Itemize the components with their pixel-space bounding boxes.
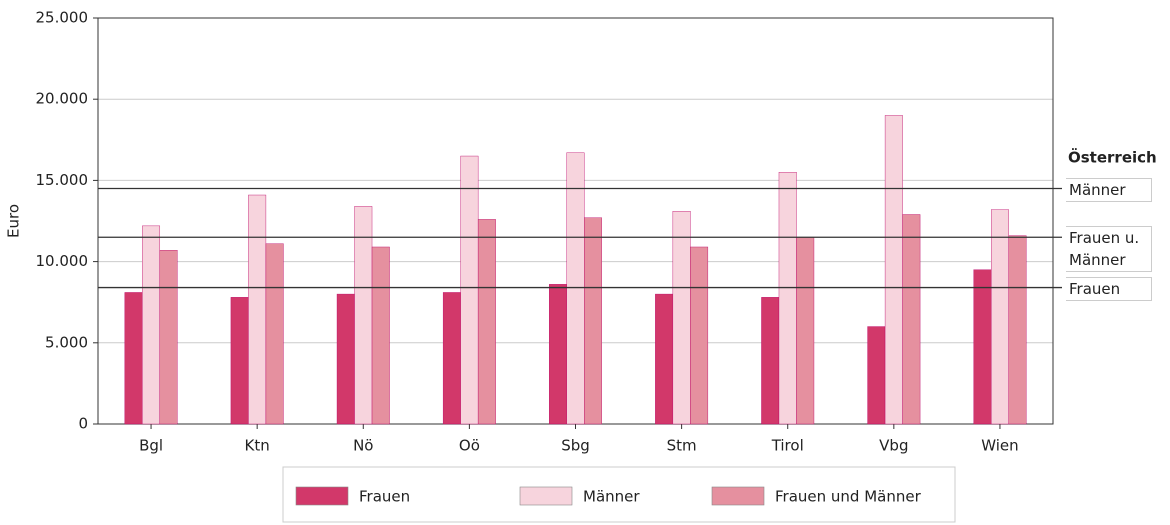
reference-label: Männer <box>1066 177 1152 202</box>
bar <box>265 243 284 425</box>
y-tick-label: 15.000 <box>36 171 89 189</box>
reference-label: Frauen <box>1066 276 1152 301</box>
legend-swatch <box>711 486 765 506</box>
x-tick-label: Wien <box>981 437 1018 455</box>
y-tick-label: 0 <box>78 415 88 433</box>
bar <box>566 152 585 425</box>
bar <box>867 326 886 425</box>
bar <box>248 194 267 425</box>
x-tick-label: Vbg <box>879 437 908 455</box>
y-tick-label: 25.000 <box>36 9 89 27</box>
bar <box>142 225 161 425</box>
bar <box>336 293 355 425</box>
y-tick-label: 5.000 <box>45 333 88 351</box>
x-tick-label: Stm <box>667 437 697 455</box>
reference-title: Österreich <box>1068 148 1157 167</box>
bar <box>884 115 903 425</box>
y-axis-label: Euro <box>5 204 23 238</box>
bar <box>354 206 373 425</box>
bar <box>973 269 992 425</box>
legend-swatch <box>519 486 573 506</box>
legend-swatch <box>295 486 349 506</box>
y-tick-label: 10.000 <box>36 252 89 270</box>
bar <box>477 219 496 425</box>
bar <box>778 172 797 425</box>
bar <box>124 292 143 425</box>
x-tick-label: Tirol <box>771 437 804 455</box>
x-tick-label: Bgl <box>139 437 163 455</box>
bar <box>442 292 461 425</box>
reference-label: Frauen u. Männer <box>1066 226 1152 273</box>
bar <box>549 284 567 425</box>
bar <box>1008 235 1027 425</box>
x-tick-label: Oö <box>459 437 480 455</box>
bar <box>230 297 249 425</box>
x-tick-label: Ktn <box>245 437 270 455</box>
bar <box>796 237 815 425</box>
legend-label: Frauen und Männer <box>775 488 922 506</box>
bar <box>902 214 921 425</box>
bar <box>690 246 709 425</box>
x-tick-label: Sbg <box>561 437 590 455</box>
bar <box>159 250 178 425</box>
bar <box>761 297 780 425</box>
bar <box>584 217 602 425</box>
bar <box>655 293 674 425</box>
bar <box>460 155 479 425</box>
bar <box>371 246 390 425</box>
y-tick-label: 20.000 <box>36 90 89 108</box>
bar <box>672 211 691 425</box>
legend-label: Frauen <box>359 488 410 506</box>
x-tick-label: Nö <box>353 437 373 455</box>
legend-label: Männer <box>583 488 640 506</box>
legend-box <box>282 466 956 523</box>
bar <box>990 209 1009 425</box>
